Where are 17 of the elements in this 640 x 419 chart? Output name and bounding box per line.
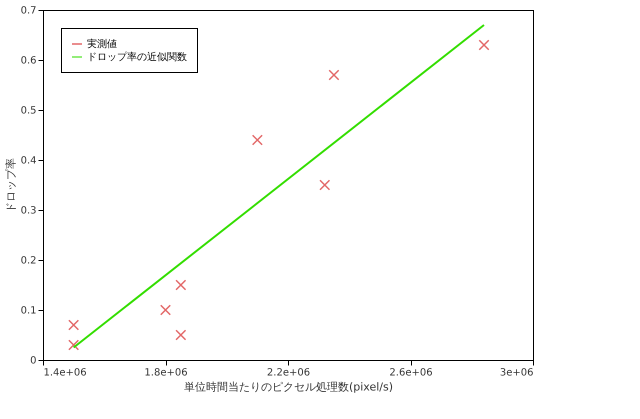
x-tick-label: 2.6e+06	[389, 368, 433, 378]
y-axis-title: ドロップ率	[4, 158, 18, 213]
y-tick-label: 0.4	[20, 156, 36, 166]
legend-label: ドロップ率の近似関数	[87, 51, 187, 63]
legend-label: 実測値	[87, 38, 117, 50]
y-tick-label: 0.5	[20, 106, 36, 116]
x-axis-title: 単位時間当たりのピクセル処理数(pixel/s)	[184, 380, 394, 394]
y-tick-label: 0.2	[20, 256, 36, 266]
y-tick-label: 0.3	[20, 206, 36, 216]
x-tick-label: 1.4e+06	[44, 368, 87, 378]
y-tick-label: 0.1	[20, 306, 36, 316]
y-tick-label: 0	[30, 356, 36, 366]
x-tick-label: 1.8e+06	[144, 368, 188, 378]
y-tick-label: 0.6	[20, 56, 36, 66]
x-tick-label: 2.2e+06	[266, 368, 310, 378]
x-tick-label: 3e+06	[500, 368, 534, 378]
y-tick-label: 0.7	[20, 6, 36, 16]
